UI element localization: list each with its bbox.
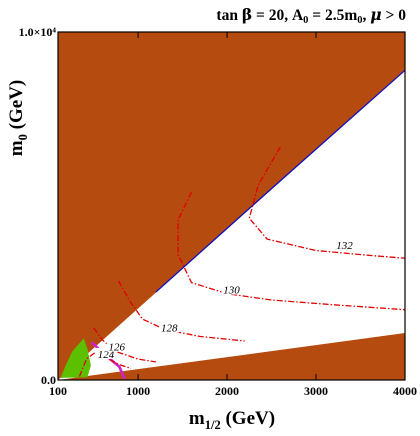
y-tick-label: 0.0 — [41, 373, 56, 387]
contour-label-bg — [96, 347, 117, 359]
contour-label-bg — [159, 321, 180, 333]
y-tick-label: 1.0×10⁴ — [19, 25, 57, 39]
y-axis-label: m0 (GeV) — [6, 80, 30, 156]
y-axis: 0.0 1.0×10⁴ — [19, 25, 64, 387]
upper-excluded-region — [58, 32, 405, 380]
contour-126 — [93, 327, 157, 363]
contour-132 — [248, 146, 405, 259]
x-tick-label: 4000 — [393, 384, 417, 398]
chart-title: tan β = 20, A0 = 2.5m0, μ > 0 — [216, 5, 406, 26]
x-axis: 100 1000 2000 3000 4000 — [49, 32, 417, 398]
x-tick-label: 3000 — [304, 384, 328, 398]
lower-excluded-region — [58, 333, 405, 380]
contour-label-bg — [221, 283, 242, 295]
contour-label-132: 132 — [336, 240, 353, 252]
plot-frame — [57, 31, 406, 381]
contour-label-bg — [334, 239, 355, 251]
contour-130 — [177, 191, 405, 311]
boundary-line — [155, 69, 405, 293]
contour-label-bg — [106, 340, 127, 352]
x-tick-label: 2000 — [215, 384, 239, 398]
contour-124 — [78, 351, 132, 377]
contour-label-126: 126 — [108, 342, 125, 354]
contour-128 — [117, 280, 245, 342]
contour-label-124: 124 — [98, 349, 115, 361]
contour-label-130: 130 — [223, 285, 240, 297]
x-axis-label: m1/2 (GeV) — [189, 408, 275, 432]
contour-label-128: 128 — [161, 322, 178, 334]
x-tick-label: 100 — [49, 384, 67, 398]
x-tick-label: 1000 — [126, 384, 150, 398]
